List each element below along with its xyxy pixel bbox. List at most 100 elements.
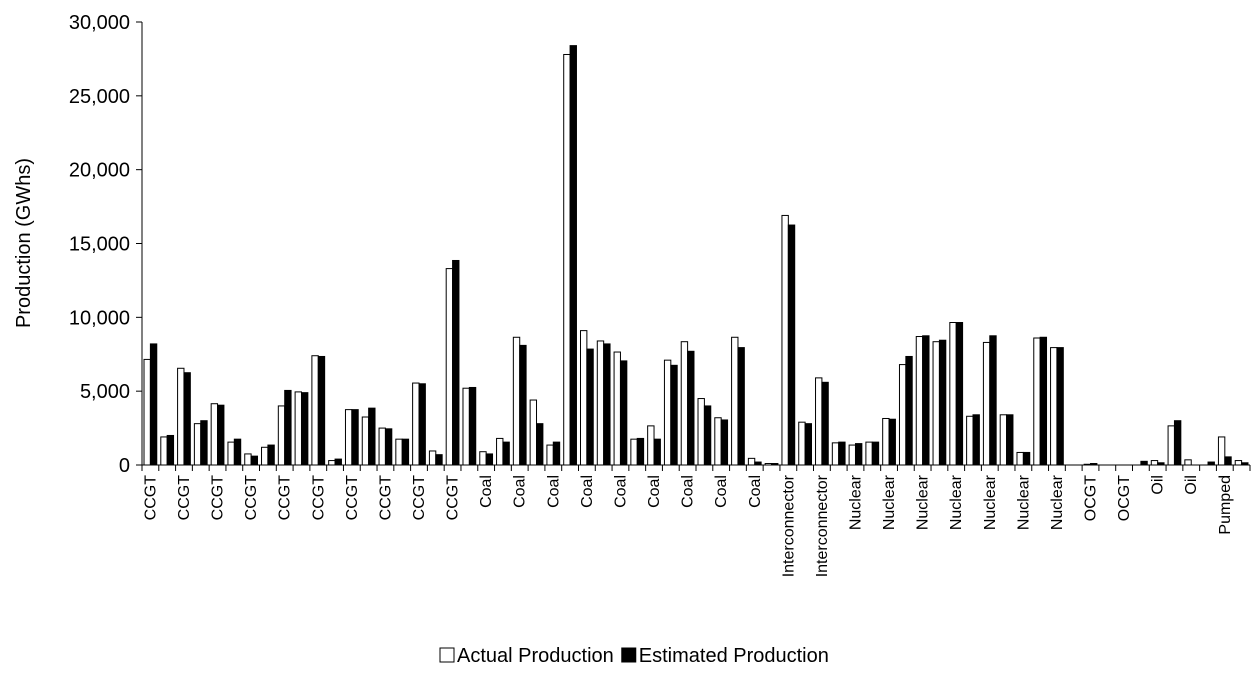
bar [250,455,259,466]
bar [938,339,947,466]
x-tick-label: Coal [680,475,697,508]
bar [395,438,403,466]
bar [754,461,762,466]
bar [854,443,863,466]
x-tick-label: OCGT [1116,475,1133,521]
bar [915,336,924,466]
y-tick-label: 5,000 [80,381,130,403]
bar [579,330,588,466]
bar [277,405,286,466]
bar [888,418,896,466]
bar [217,404,225,466]
bar [512,336,521,466]
bar [804,423,813,466]
bar [815,377,823,466]
bar [496,437,504,466]
bar [955,322,964,466]
bar [344,409,353,466]
x-tick-label: CCGT [411,475,428,521]
bar [630,438,638,466]
bar [200,420,208,466]
bar [747,457,756,466]
x-tick-label: Nuclear [847,474,864,530]
bar [149,343,158,466]
bar [1207,461,1215,466]
bar [586,348,594,466]
y-tick-label: 15,000 [69,234,130,256]
bar [300,392,309,466]
legend-swatch [621,647,637,663]
bar [284,389,292,466]
bar [529,399,538,466]
x-tick-label: Coal [512,475,529,508]
bar [1033,337,1041,466]
x-tick-label: CCGT [277,475,294,521]
bar [680,341,689,466]
x-tick-label: Pumped [1217,475,1234,535]
bar [546,444,554,466]
x-tick-label: Oil [1150,475,1167,495]
y-tick-label: 10,000 [69,307,130,329]
bar [1234,460,1243,466]
bar [989,335,997,466]
bar [603,343,611,466]
bar [798,421,806,466]
bar [636,437,645,466]
bar [898,364,907,466]
bar [210,403,219,466]
bar [351,409,359,466]
x-tick-label: Coal [747,475,764,508]
bar [445,268,454,466]
bar [781,214,789,466]
y-tick-label: 20,000 [69,160,130,182]
bar [536,423,544,466]
bar [244,453,252,466]
bar [1050,347,1058,466]
x-tick-label: CCGT [377,475,394,521]
bar [882,417,890,466]
bar [368,407,376,466]
bar [1173,420,1182,466]
bar [384,428,393,466]
bar [1016,451,1024,466]
bar [519,344,527,466]
bar [1167,425,1175,466]
bar [1140,460,1148,466]
bar [1184,459,1192,466]
bar [731,336,739,466]
bar [619,360,628,466]
bar [764,463,773,466]
y-tick-label: 30,000 [69,12,130,34]
bar [787,224,796,466]
bar [670,364,678,466]
bar [922,335,930,466]
bar [479,451,487,466]
bar [687,350,695,466]
bar [361,416,370,466]
x-tick-label: Oil [1183,475,1200,495]
x-tick-label: CCGT [176,475,193,521]
bar [418,383,426,466]
x-tick-label: CCGT [310,475,327,521]
bar [462,387,470,466]
bar [1150,460,1159,466]
bar [328,460,336,466]
bar [428,450,437,466]
x-tick-label: Coal [612,475,629,508]
bar [999,414,1008,466]
x-tick-label: Nuclear [982,474,999,530]
bar [401,438,410,466]
bar [703,405,712,466]
bar [552,441,561,466]
bar [452,259,460,466]
bar [972,414,980,466]
bar [848,444,856,466]
x-tick-label: Coal [478,475,495,508]
bar [1157,462,1165,466]
bar [569,45,577,466]
bar [647,425,655,466]
x-tick-label: Coal [713,475,730,508]
bar [261,446,269,466]
x-tick-label: Nuclear [881,474,898,530]
